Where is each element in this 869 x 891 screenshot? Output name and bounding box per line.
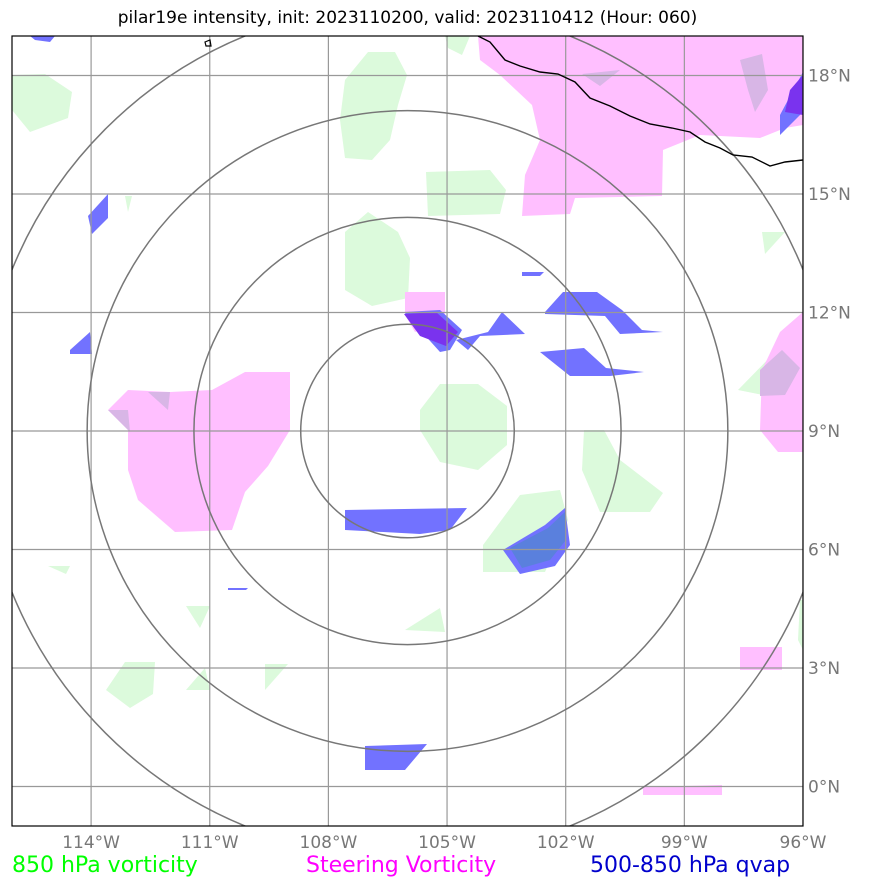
lat-tick-label: 12°N <box>808 304 851 324</box>
lon-tick-label: 108°W <box>300 833 358 853</box>
steering-overlap <box>740 54 768 112</box>
lat-tick-label: 18°N <box>808 67 851 87</box>
qvap-patch <box>88 194 108 234</box>
vorticity-patch <box>762 232 785 254</box>
map-title: pilar19e intensity, init: 2023110200, va… <box>117 8 698 28</box>
steering-overlap <box>108 410 130 432</box>
steering-patch <box>108 372 290 532</box>
vorticity-patch <box>48 566 70 574</box>
vorticity-patch <box>445 36 470 55</box>
vorticity-patch <box>426 170 506 216</box>
steering-vorticity-layer <box>108 36 803 795</box>
lon-tick-label: 99°W <box>661 833 708 853</box>
lon-tick-label: 105°W <box>418 833 476 853</box>
qvap-patch <box>30 36 55 42</box>
island-shape <box>204 39 212 47</box>
steering-overlap <box>582 70 620 86</box>
gridlines <box>12 36 803 826</box>
vorticity-patch <box>405 608 445 632</box>
lat-tick-label: 9°N <box>808 422 840 442</box>
vorticity-patch <box>420 384 507 470</box>
vorticity-patch <box>106 662 155 708</box>
range-ring <box>299 323 516 539</box>
vorticity-patch <box>345 212 410 306</box>
lat-tick-label: 0°N <box>808 778 840 798</box>
range-rings <box>12 36 803 826</box>
qvap-overlap <box>404 312 458 346</box>
qvap-patch <box>365 744 427 770</box>
lat-tick-label: 15°N <box>808 185 851 205</box>
map-area <box>12 36 803 826</box>
qvap-patch <box>522 272 544 276</box>
vorticity-patch <box>125 196 132 212</box>
map-frame <box>11 35 804 827</box>
qvap-patch <box>456 312 525 350</box>
vorticity-patch <box>798 600 803 650</box>
steering-patch <box>478 36 803 216</box>
qvap-overlap <box>510 512 566 568</box>
legend-qvap: 500-850 hPa qvap <box>590 853 791 878</box>
latitude-labels: 0°N 3°N 6°N 9°N 12°N 15°N 18°N <box>808 67 851 798</box>
lon-tick-label: 96°W <box>780 833 827 853</box>
steering-patch <box>740 647 782 670</box>
legend-steering-vorticity: Steering Vorticity <box>306 853 497 878</box>
lon-tick-label: 114°W <box>62 833 120 853</box>
coastline <box>477 36 803 167</box>
qvap-patch <box>228 588 248 590</box>
qvap-patch <box>540 348 644 376</box>
range-ring <box>193 216 622 646</box>
qvap-patch <box>345 508 467 534</box>
lon-tick-label: 111°W <box>181 833 239 853</box>
lat-tick-label: 3°N <box>808 659 840 679</box>
vorticity-patch <box>186 606 210 628</box>
qvap-overlap <box>785 75 803 115</box>
steering-patch <box>643 785 722 795</box>
lat-tick-label: 6°N <box>808 541 840 561</box>
qvap-patch <box>70 332 92 354</box>
steering-overlap <box>760 350 800 396</box>
steering-overlap <box>148 392 170 410</box>
range-ring <box>86 109 729 753</box>
vorticity-patch <box>265 664 288 690</box>
lon-tick-label: 102°W <box>537 833 595 853</box>
vorticity-patch <box>12 74 72 132</box>
vorticity-patch <box>186 668 210 690</box>
legend-850-vorticity: 850 hPa vorticity <box>12 853 198 878</box>
vorticity-patch <box>340 52 407 160</box>
vorticity-patch <box>582 430 663 512</box>
longitude-labels: 114°W 111°W 108°W 105°W 102°W 99°W 96°W <box>62 833 826 853</box>
